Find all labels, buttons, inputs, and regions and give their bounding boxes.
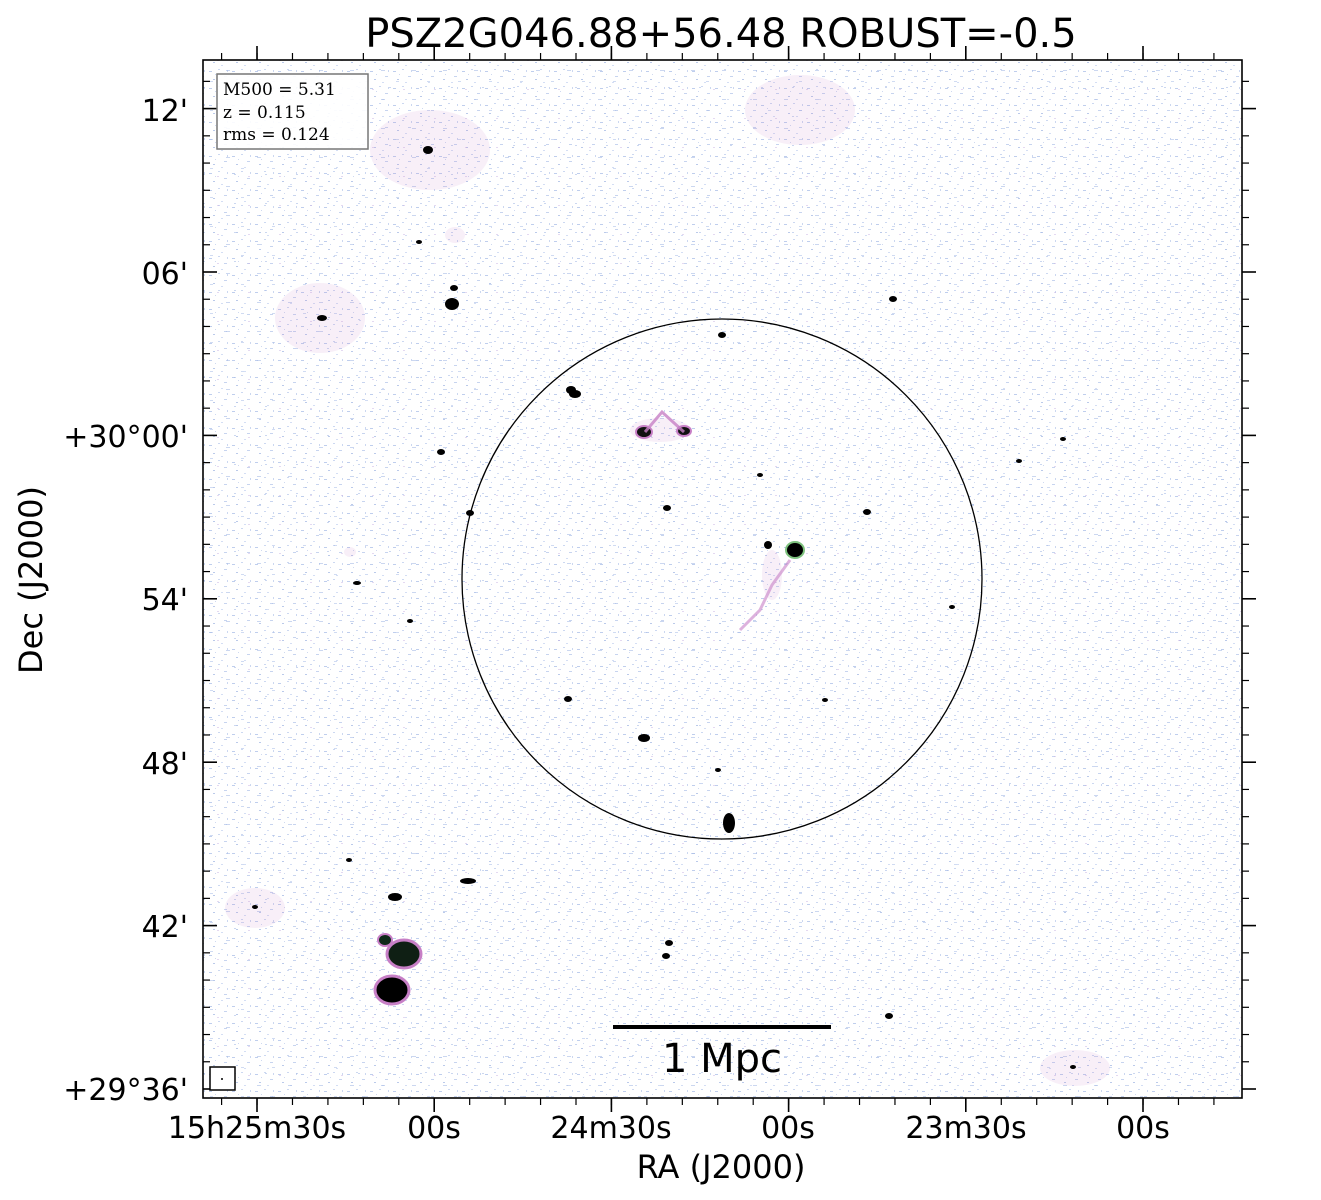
radio-source: [437, 449, 445, 455]
figure-title: PSZ2G046.88+56.48 ROBUST=-0.5: [365, 11, 1076, 57]
radio-source: [445, 298, 459, 310]
y-tick-label: +29°36': [63, 1073, 188, 1108]
y-tick-labels: +29°36' 42' 48' 54' +30°00' 06' 12': [63, 94, 188, 1108]
x-tick-label: 00s: [761, 1111, 815, 1146]
radio-source: [885, 1013, 893, 1019]
x-tick-label: 24m30s: [550, 1111, 671, 1146]
radio-source: [317, 315, 327, 321]
radio-source: [1070, 1065, 1076, 1069]
radio-source: [889, 296, 897, 302]
x-tick-label: 15h25m30s: [168, 1111, 346, 1146]
plot-frame: [202, 59, 1243, 1099]
radio-source: [460, 878, 476, 884]
radio-source: [388, 893, 402, 901]
radio-source: [764, 541, 772, 549]
scale-bar-label: 1 Mpc: [662, 1036, 782, 1082]
radio-source: [407, 619, 413, 623]
radio-source: [718, 332, 726, 338]
y-tick-label: 54': [142, 583, 188, 618]
info-box: M500 = 5.31 z = 0.115 rms = 0.124: [216, 73, 369, 150]
axis-ticks: [203, 46, 1256, 1112]
beam-ellipse: [221, 1078, 223, 1080]
radio-source: [643, 409, 686, 434]
y-tick-label: 06': [142, 257, 188, 292]
y-axis-label: Dec (J2000): [12, 486, 50, 674]
radio-source: [377, 933, 393, 947]
y-tick-label: 48': [142, 747, 188, 782]
redshift-label: z = 0.115: [223, 103, 306, 123]
radio-source: [665, 940, 673, 946]
radio-source: [745, 75, 855, 145]
radio-source: [723, 813, 735, 833]
radio-source: [252, 905, 258, 909]
radio-source: [949, 605, 955, 609]
radio-source: [353, 581, 361, 585]
radio-sources: [225, 75, 1110, 1086]
radio-source: [344, 547, 356, 557]
radio-source: [738, 559, 792, 632]
radio-image: [203, 60, 1242, 1098]
radio-source: [662, 953, 670, 959]
radio-source: [785, 541, 805, 559]
radio-source: [822, 698, 828, 702]
x-axis-label: RA (J2000): [637, 1148, 806, 1186]
radio-source: [715, 768, 721, 772]
y-tick-label: +30°00': [63, 420, 188, 455]
x-tick-label: 00s: [407, 1111, 461, 1146]
radio-source: [863, 509, 871, 515]
radio-source: [450, 285, 458, 291]
y-tick-label: 12': [142, 94, 188, 129]
x-tick-label: 00s: [1116, 1111, 1170, 1146]
y-tick-label: 42': [142, 910, 188, 945]
radio-source: [416, 240, 422, 244]
radio-source: [1060, 437, 1066, 441]
rms-label: rms = 0.124: [223, 125, 330, 145]
radio-source: [762, 550, 782, 600]
radio-source: [445, 227, 465, 243]
radio-source: [423, 146, 433, 154]
radio-source: [663, 505, 671, 511]
radio-source: [373, 974, 411, 1006]
r500-circle: [461, 318, 983, 840]
radio-source: [346, 858, 352, 862]
x-tick-labels: 15h25m30s 00s 24m30s 00s 23m30s 00s: [168, 1111, 1170, 1146]
radio-source: [564, 696, 572, 702]
radio-source: [638, 734, 650, 742]
radio-source: [757, 473, 763, 477]
x-tick-label: 23m30s: [905, 1111, 1026, 1146]
radio-source: [566, 386, 576, 394]
radio-source: [1016, 459, 1022, 463]
mass-label: M500 = 5.31: [223, 80, 336, 100]
radio-source: [385, 938, 423, 970]
